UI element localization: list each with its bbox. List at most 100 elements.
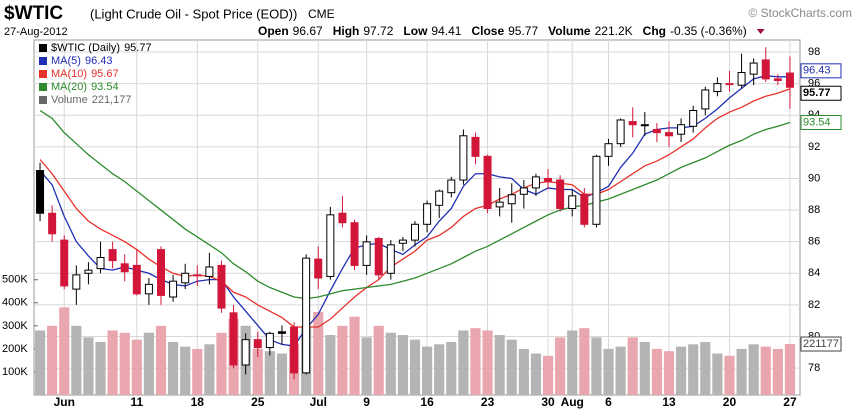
value-box — [800, 63, 842, 79]
volume-bar — [506, 339, 517, 395]
candle-body — [423, 203, 432, 225]
y-tick-label: 88 — [808, 204, 820, 216]
candle-body — [713, 83, 722, 93]
stat-value: 97.72 — [363, 24, 393, 38]
value-box-label: 93.54 — [803, 116, 831, 128]
stat-value: -0.35 (-0.36%) — [670, 24, 747, 38]
y2-tick-label: 200K — [2, 343, 28, 355]
candle-body — [677, 124, 686, 135]
volume-bar — [615, 346, 626, 395]
candle-body — [181, 272, 190, 284]
y2-tick-label: 400K — [2, 297, 28, 309]
legend-swatch — [39, 70, 47, 78]
candle-body — [36, 170, 45, 214]
volume-bar — [579, 328, 590, 395]
volume-bar — [397, 335, 408, 395]
value-box-label: 95.77 — [803, 87, 831, 99]
y-tick-label: 82 — [808, 299, 820, 311]
candle-body — [72, 274, 81, 290]
stat-value: 94.41 — [431, 24, 461, 38]
x-tick-label: Jul — [310, 395, 327, 409]
candle-body — [689, 109, 698, 127]
chart-subtitle: (Light Crude Oil - Spot Price (EOD)) — [90, 6, 297, 21]
volume-bar — [434, 344, 445, 395]
stat-label: High — [333, 24, 360, 38]
volume-bar — [627, 337, 638, 395]
legend-swatch — [39, 96, 47, 104]
legend-swatch — [39, 83, 47, 91]
candle-body — [108, 249, 117, 262]
candle-body — [459, 135, 468, 181]
volume-bar — [724, 355, 735, 395]
candle-body — [725, 83, 734, 86]
stat-label: Volume — [548, 24, 591, 38]
legend-label: Volume — [51, 94, 88, 106]
volume-bar — [676, 346, 687, 395]
volume-bar — [446, 341, 457, 395]
candle-body — [471, 136, 480, 157]
volume-bar — [264, 351, 275, 395]
stat-label: Low — [403, 24, 428, 38]
candle-body — [592, 155, 601, 225]
candle-body — [314, 258, 323, 279]
y2-tick-label: 500K — [2, 274, 28, 286]
stat-label: Open — [258, 24, 289, 38]
stat-label: Chg — [643, 24, 666, 38]
exchange: CME — [308, 7, 335, 21]
volume-bar — [313, 312, 324, 395]
candle-body — [531, 176, 540, 189]
value-box — [800, 115, 842, 131]
volume-bar — [688, 344, 699, 395]
x-tick-label: 6 — [605, 395, 612, 409]
candle-body — [96, 256, 105, 270]
candle-body — [60, 239, 69, 287]
candle-body — [773, 78, 782, 81]
legend-value: 221,177 — [92, 94, 132, 106]
volume-bar — [530, 353, 542, 395]
ma-line — [39, 88, 791, 328]
x-tick-label: 25 — [251, 395, 265, 409]
candle-body — [362, 241, 371, 266]
x-tick-label: 9 — [363, 395, 370, 409]
candle-body — [665, 132, 673, 137]
y-tick-label: 78 — [808, 362, 820, 374]
volume-bar — [349, 316, 360, 395]
source: © StockCharts.com — [748, 6, 852, 20]
candle-body — [241, 339, 250, 366]
candle-body — [652, 128, 661, 134]
legend-value: 95.77 — [124, 42, 152, 54]
volume-bar — [71, 325, 82, 395]
legend-value: 95.67 — [91, 68, 119, 80]
y-tick-label: 98 — [808, 46, 820, 58]
candle-body — [374, 238, 383, 276]
y2-tick-label: 100K — [2, 366, 28, 378]
stat-value: 221.2K — [595, 24, 633, 38]
candle-body — [290, 326, 299, 374]
candle-body — [761, 59, 770, 80]
volume-bar — [119, 332, 130, 395]
x-tick-label: 13 — [662, 395, 676, 409]
volume-bar — [567, 330, 578, 395]
candle-body — [507, 194, 516, 205]
volume-bar — [325, 335, 336, 395]
volume-bar — [663, 351, 675, 395]
volume-bar — [252, 348, 263, 395]
volume-bar — [47, 325, 58, 395]
legend-label: MA(20) — [51, 81, 87, 93]
candle-body — [640, 124, 649, 127]
volume-bar — [34, 330, 46, 395]
volume-bar — [518, 348, 529, 395]
value-box — [800, 85, 842, 101]
legend-label: MA(5) — [51, 55, 81, 67]
legend-swatch — [39, 44, 47, 52]
volume-bar — [59, 307, 70, 395]
candle-body — [217, 264, 226, 309]
x-tick-label: 30 — [541, 395, 555, 409]
candle-body — [749, 62, 758, 75]
stat-value: 95.77 — [508, 24, 538, 38]
candle-body — [338, 212, 347, 224]
legend-label: MA(10) — [51, 68, 87, 80]
volume-bar — [470, 328, 481, 395]
volume-bar — [168, 341, 179, 395]
